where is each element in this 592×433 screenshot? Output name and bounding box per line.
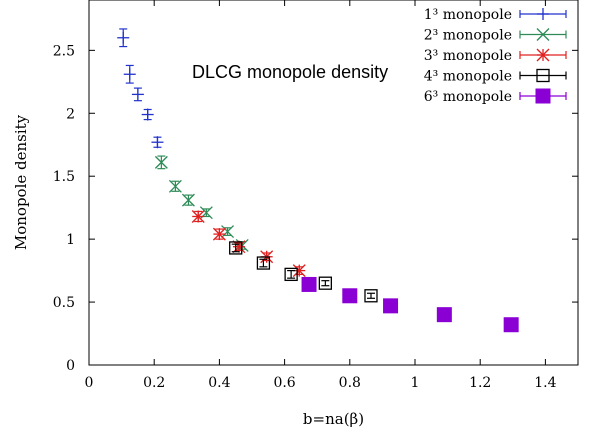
data-point [232, 240, 246, 254]
marker-stroke [536, 48, 550, 62]
series-1 [117, 28, 164, 149]
data-series [117, 28, 519, 333]
marker-fill [503, 317, 519, 333]
error-bar [259, 258, 268, 268]
marker-stroke [154, 155, 168, 169]
legend-sample [519, 48, 567, 62]
marker-stroke [256, 256, 271, 270]
marker-stroke [318, 276, 333, 290]
data-point [212, 227, 226, 241]
marker-fill [301, 276, 317, 292]
error-bar [231, 243, 240, 253]
data-point [284, 267, 298, 282]
axis-ticks [88, 0, 578, 366]
data-point [383, 298, 399, 314]
data-point [221, 225, 235, 239]
data-point [181, 193, 195, 207]
data-point [117, 31, 130, 44]
marker-stroke [536, 68, 550, 83]
x-tick-label: 0.4 [208, 375, 230, 391]
x-tick-label: 0 [85, 375, 94, 391]
data-point [141, 108, 154, 121]
error-bar [287, 270, 296, 279]
marker-stroke [232, 240, 246, 254]
x-axis-label: b=na(β) [303, 410, 364, 428]
legend-label: 6³ monopole [424, 89, 512, 105]
series-3 [191, 210, 306, 278]
data-point [503, 317, 519, 333]
legend-label: 2³ monopole [424, 28, 512, 44]
legend-label: 1³ monopole [424, 7, 512, 23]
legend: 1³ monopole 2³ monopole 3³ monopole 4³ mono… [424, 7, 567, 105]
marker-fill [535, 88, 551, 104]
axis-tick-labels: 0 0.2 0.4 0.6 0.8 1 1.2 1.4 0 0.5 1 1.5 2 2.5 [53, 43, 557, 391]
legend-sample [519, 28, 567, 41]
plot-frame [88, 0, 579, 366]
marker-fill [342, 288, 358, 304]
legend-sample [519, 68, 567, 83]
data-point-marker [535, 88, 551, 104]
series-5 [301, 276, 519, 333]
data-point [301, 276, 317, 292]
data-point [154, 155, 168, 169]
marker-stroke [364, 289, 378, 303]
data-point [318, 276, 333, 290]
marker-stroke [284, 267, 298, 282]
y-tick-label: 2 [66, 106, 75, 122]
y-axis-label: Monopole density [12, 114, 30, 250]
marker-stroke [536, 28, 550, 41]
marker-stroke [181, 193, 195, 207]
data-point [229, 241, 243, 255]
x-tick-label: 0.6 [273, 375, 295, 391]
series-2 [154, 155, 249, 252]
marker-stroke [221, 225, 235, 239]
data-point [123, 68, 136, 81]
data-point-marker [536, 28, 550, 41]
marker-stroke [212, 227, 226, 241]
x-tick-label: 1 [411, 375, 420, 391]
data-point [342, 288, 358, 304]
data-point [168, 179, 182, 193]
data-point [292, 264, 306, 278]
y-tick-label: 1 [66, 232, 75, 248]
y-tick-label: 2.5 [53, 43, 75, 59]
legend-label: 3³ monopole [424, 48, 512, 64]
marker-stroke [292, 264, 306, 278]
y-tick-label: 1.5 [53, 169, 75, 185]
marker-fill [383, 298, 399, 314]
error-bar [321, 280, 330, 287]
legend-sample [519, 8, 567, 20]
legend-sample [519, 88, 567, 104]
x-tick-label: 0.8 [339, 375, 361, 391]
x-tick-label: 1.4 [534, 375, 556, 391]
data-point [131, 88, 144, 101]
error-bar [366, 292, 375, 299]
marker-stroke [191, 210, 205, 223]
marker-stroke [168, 179, 182, 193]
x-tick-label: 1.2 [469, 375, 491, 391]
data-point-marker [536, 48, 550, 62]
series-4 [229, 241, 378, 303]
data-point [151, 136, 164, 149]
x-tick-label: 0.2 [143, 375, 165, 391]
marker-stroke [229, 241, 243, 255]
data-point-marker [536, 68, 550, 83]
data-point [364, 289, 378, 303]
marker-fill [436, 307, 452, 323]
data-point [191, 210, 205, 223]
data-point [436, 307, 452, 323]
y-tick-label: 0.5 [53, 295, 75, 311]
data-point [256, 256, 271, 270]
data-point-marker [537, 8, 549, 20]
chart-annotation: DLCG monopole density [192, 62, 388, 82]
y-tick-label: 0 [66, 358, 75, 374]
legend-label: 4³ monopole [424, 69, 512, 85]
